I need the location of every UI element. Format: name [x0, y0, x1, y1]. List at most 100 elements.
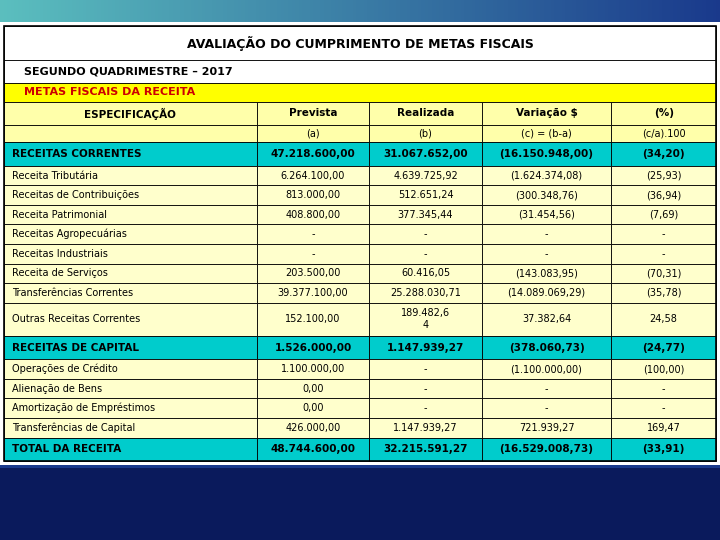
Bar	[369, 379, 482, 399]
Bar	[482, 205, 611, 225]
Bar	[482, 399, 611, 418]
Bar	[611, 359, 716, 379]
Text: -: -	[545, 229, 549, 239]
Bar	[482, 283, 611, 302]
Text: 169,47: 169,47	[647, 423, 680, 433]
Bar	[611, 143, 716, 166]
Text: Prevista: Prevista	[289, 109, 337, 118]
Text: (7,69): (7,69)	[649, 210, 678, 220]
Bar	[257, 205, 369, 225]
Text: (36,94): (36,94)	[646, 190, 681, 200]
Text: 47.218.600,00: 47.218.600,00	[271, 149, 356, 159]
Text: -: -	[311, 229, 315, 239]
Text: 4.639.725,92: 4.639.725,92	[393, 171, 458, 180]
Text: 32.215.591,27: 32.215.591,27	[383, 444, 468, 454]
Text: -: -	[424, 364, 427, 374]
Bar	[611, 437, 716, 461]
Bar	[369, 264, 482, 283]
Text: (1.624.374,08): (1.624.374,08)	[510, 171, 582, 180]
Bar	[257, 418, 369, 437]
Text: (300.348,76): (300.348,76)	[515, 190, 578, 200]
Text: ESPECIFICAÇÃO: ESPECIFICAÇÃO	[84, 107, 176, 119]
Text: Receitas Industriais: Receitas Industriais	[12, 249, 108, 259]
Text: Receita Tributária: Receita Tributária	[12, 171, 99, 180]
Text: -: -	[545, 383, 549, 394]
Text: 24,58: 24,58	[649, 314, 678, 324]
Text: (100,00): (100,00)	[643, 364, 684, 374]
Bar	[257, 185, 369, 205]
Bar	[0, 465, 720, 468]
Bar	[482, 418, 611, 437]
Text: 60.416,05: 60.416,05	[401, 268, 450, 278]
Text: 31.067.652,00: 31.067.652,00	[383, 149, 468, 159]
Bar	[482, 225, 611, 244]
Bar	[4, 205, 257, 225]
Text: Transferências Correntes: Transferências Correntes	[12, 288, 133, 298]
Bar	[4, 102, 257, 125]
Bar	[4, 125, 257, 143]
Bar	[4, 399, 257, 418]
Text: Realizada: Realizada	[397, 109, 454, 118]
Text: 0,00: 0,00	[302, 403, 324, 413]
Bar	[257, 359, 369, 379]
Text: -: -	[545, 403, 549, 413]
Bar	[257, 437, 369, 461]
Text: Alienação de Bens: Alienação de Bens	[12, 383, 102, 394]
Bar	[4, 166, 257, 185]
Bar	[4, 60, 716, 83]
Text: (a): (a)	[306, 129, 320, 139]
Text: Amortização de Empréstimos: Amortização de Empréstimos	[12, 403, 156, 414]
Bar	[369, 399, 482, 418]
Bar	[369, 302, 482, 336]
Bar	[369, 225, 482, 244]
Bar	[611, 264, 716, 283]
Text: -: -	[662, 403, 665, 413]
Text: -: -	[545, 249, 549, 259]
Text: (b): (b)	[418, 129, 433, 139]
Bar	[369, 125, 482, 143]
Text: 203.500,00: 203.500,00	[285, 268, 341, 278]
Bar	[4, 264, 257, 283]
Text: Receita de Serviços: Receita de Serviços	[12, 268, 108, 278]
Bar	[611, 125, 716, 143]
Bar	[257, 336, 369, 359]
Text: METAS FISCAIS DA RECEITA: METAS FISCAIS DA RECEITA	[24, 87, 195, 98]
Text: 0,00: 0,00	[302, 383, 324, 394]
Bar	[257, 125, 369, 143]
Text: -: -	[424, 383, 427, 394]
Bar	[611, 336, 716, 359]
Bar	[482, 125, 611, 143]
Text: (33,91): (33,91)	[642, 444, 685, 454]
Text: 189.482,6
4: 189.482,6 4	[401, 308, 450, 330]
Text: Receitas de Contribuições: Receitas de Contribuições	[12, 190, 140, 200]
Bar	[611, 418, 716, 437]
Bar	[369, 359, 482, 379]
Text: 512.651,24: 512.651,24	[397, 190, 454, 200]
Text: (24,77): (24,77)	[642, 342, 685, 353]
Bar	[611, 225, 716, 244]
Bar	[369, 185, 482, 205]
Bar	[257, 302, 369, 336]
Bar	[257, 264, 369, 283]
Bar	[4, 359, 257, 379]
Text: (16.150.948,00): (16.150.948,00)	[500, 149, 593, 159]
Text: 1.147.939,27: 1.147.939,27	[393, 423, 458, 433]
Bar	[611, 185, 716, 205]
Text: Receitas Agropecuárias: Receitas Agropecuárias	[12, 229, 127, 239]
Text: -: -	[662, 249, 665, 259]
Text: -: -	[311, 249, 315, 259]
Text: (c) = (b-a): (c) = (b-a)	[521, 129, 572, 139]
Text: -: -	[662, 383, 665, 394]
Text: Variação $: Variação $	[516, 109, 577, 118]
Bar	[4, 83, 716, 102]
Text: 1.147.939,27: 1.147.939,27	[387, 342, 464, 353]
Text: 377.345,44: 377.345,44	[397, 210, 454, 220]
Text: (70,31): (70,31)	[646, 268, 681, 278]
Bar	[257, 102, 369, 125]
Text: Operações de Crédito: Operações de Crédito	[12, 364, 118, 374]
Bar	[257, 283, 369, 302]
Text: -: -	[424, 249, 427, 259]
Bar	[482, 302, 611, 336]
Bar	[257, 143, 369, 166]
Bar	[482, 166, 611, 185]
